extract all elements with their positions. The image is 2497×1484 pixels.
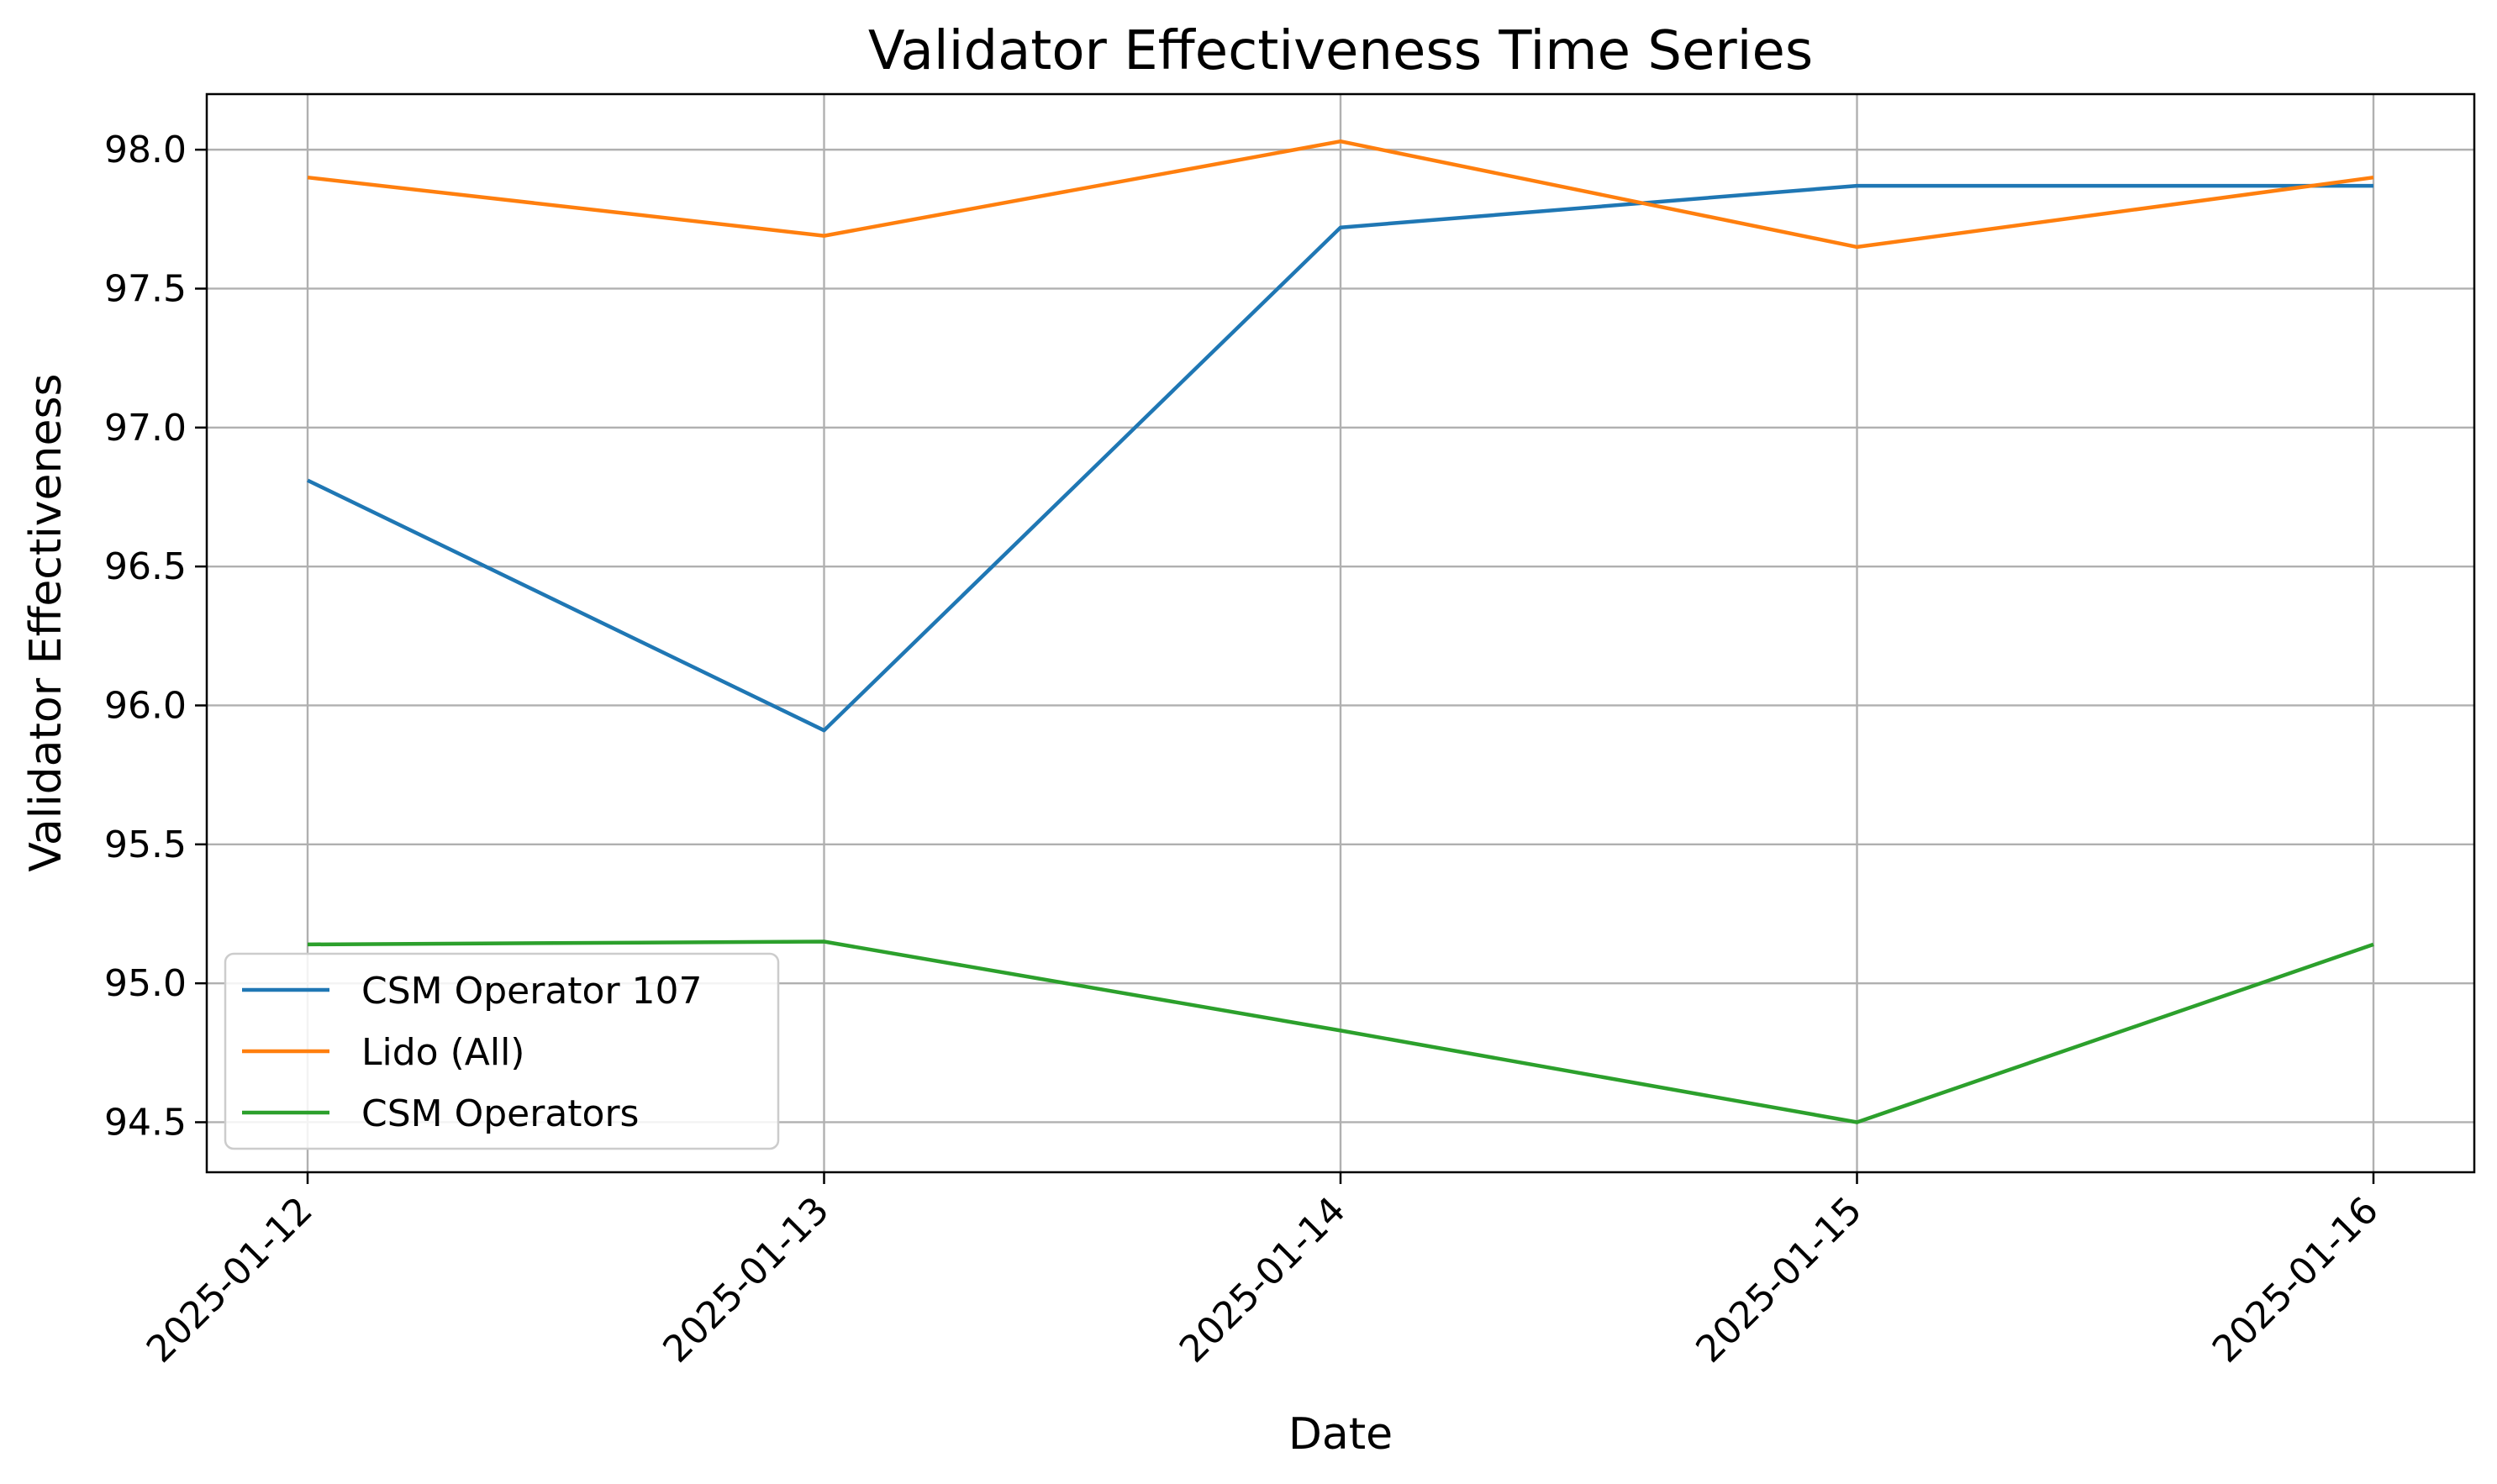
x-axis-ticks: 2025-01-12 2025-01-13 2025-01-14 2025-01-15…	[139, 1172, 2387, 1371]
x-axis-label: Date	[1288, 1409, 1393, 1460]
x-tick-label: 2025-01-13	[655, 1189, 837, 1371]
chart-title: Validator Effectiveness Time Series	[868, 20, 1813, 82]
series-lines	[307, 139, 2374, 1124]
legend-label: CSM Operator 107	[361, 970, 703, 1013]
legend: CSM Operator 107 Lido (All) CSM Operators	[224, 952, 780, 1150]
y-tick-label: 96.0	[104, 684, 187, 727]
y-tick-label: 97.5	[104, 267, 187, 310]
y-tick-label: 96.5	[104, 545, 187, 588]
x-tick-label: 2025-01-12	[139, 1189, 321, 1371]
legend-label: CSM Operators	[361, 1092, 639, 1135]
y-tick-label: 98.0	[104, 129, 187, 171]
series-line-1	[307, 183, 2373, 733]
y-axis-ticks: 94.5 95.0 95.5 96.0 96.5 97.0 97.5 98.0	[104, 129, 207, 1144]
y-tick-label: 94.5	[104, 1101, 187, 1144]
x-tick-label: 2025-01-16	[2205, 1189, 2387, 1371]
y-axis-label: Validator Effectiveness	[21, 373, 71, 871]
x-tick-label: 2025-01-14	[1172, 1189, 1354, 1371]
y-tick-label: 95.0	[104, 962, 187, 1005]
x-tick-label: 2025-01-15	[1688, 1189, 1870, 1371]
legend-label: Lido (All)	[361, 1031, 524, 1074]
y-tick-label: 97.0	[104, 407, 187, 450]
legend-box	[224, 952, 780, 1150]
series-line-2	[307, 139, 2374, 250]
series-line-3	[307, 939, 2374, 1124]
y-tick-label: 95.5	[104, 824, 187, 866]
